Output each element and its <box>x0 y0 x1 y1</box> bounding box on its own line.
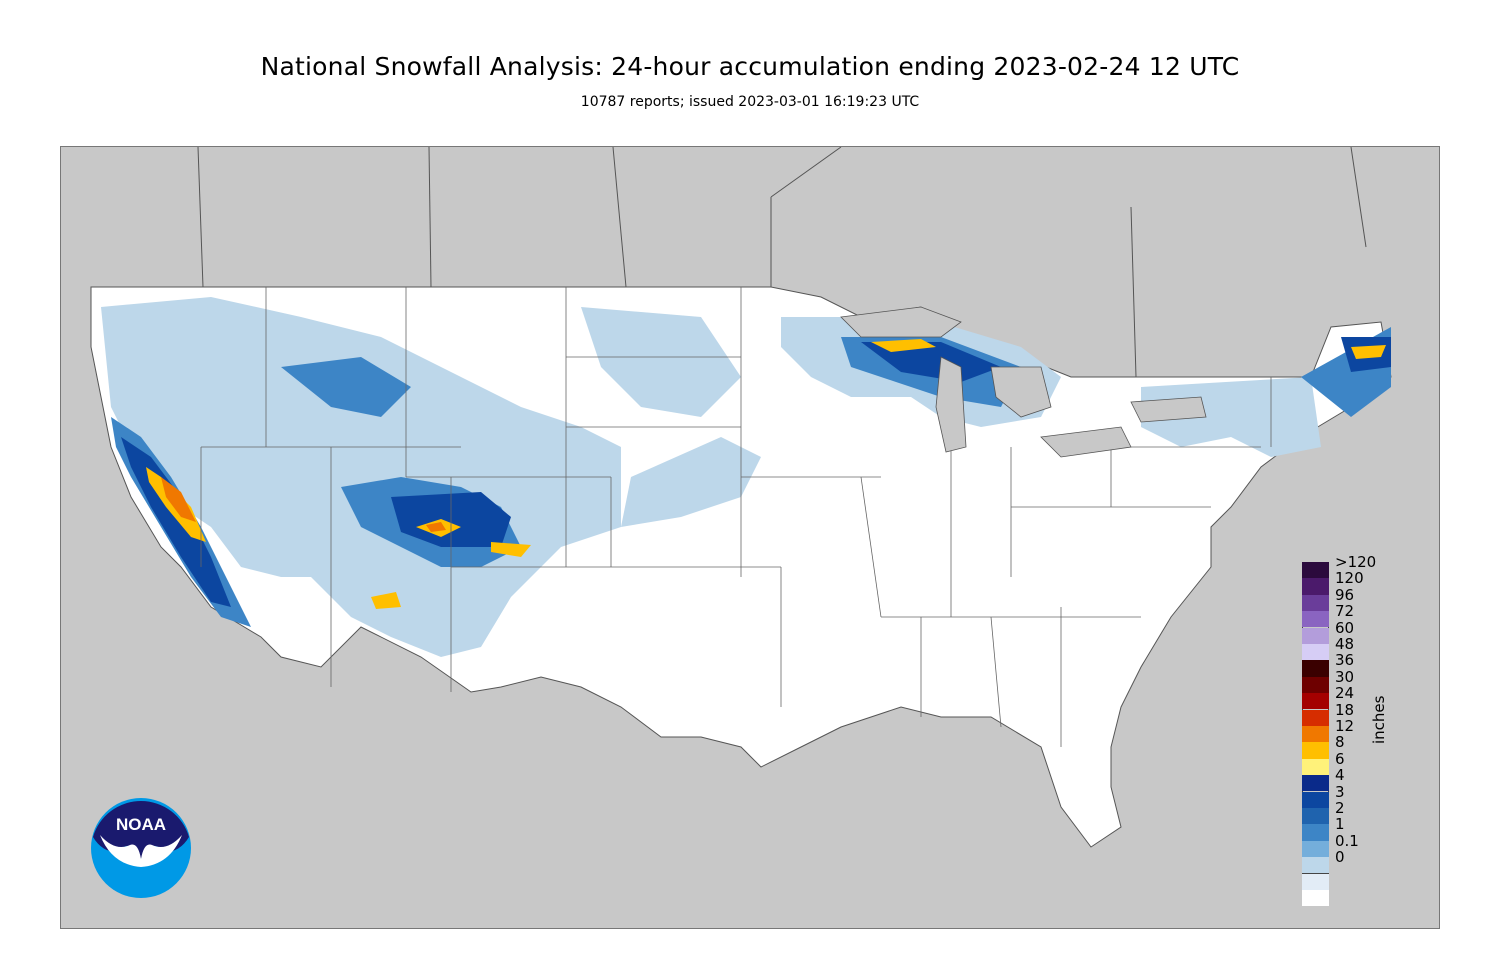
legend-swatch <box>1302 709 1329 726</box>
legend-swatch <box>1302 726 1329 743</box>
great-lakes <box>840 306 1207 458</box>
legend-swatch <box>1302 808 1329 825</box>
legend-swatch <box>1302 611 1329 628</box>
legend-units: inches <box>1370 695 1388 744</box>
legend-swatch <box>1302 562 1329 579</box>
legend-label: 1 <box>1335 815 1345 834</box>
legend-swatch <box>1302 857 1329 874</box>
legend-swatch <box>1302 660 1329 677</box>
legend-swatch <box>1302 824 1329 841</box>
legend-label: 30 <box>1335 667 1355 686</box>
state-borders <box>200 287 1272 747</box>
legend-swatch <box>1302 578 1329 595</box>
legend-swatch <box>1302 775 1329 792</box>
legend-label: 4 <box>1335 766 1345 785</box>
legend-swatch <box>1302 791 1329 808</box>
legend-swatch <box>1302 840 1329 858</box>
legend-label: 0.1 <box>1335 831 1359 850</box>
legend-label: 18 <box>1335 700 1355 719</box>
legend-label: 12 <box>1335 717 1355 735</box>
legend-label: 8 <box>1335 733 1345 752</box>
legend-label: 120 <box>1335 569 1364 588</box>
snowfall-map <box>60 146 1440 929</box>
legend-swatch <box>1302 644 1329 661</box>
legend-label: 96 <box>1335 585 1355 604</box>
legend-swatch <box>1302 627 1329 644</box>
legend-swatch <box>1302 676 1329 694</box>
legend-swatch <box>1302 742 1329 759</box>
country-borders <box>197 147 1367 378</box>
legend-swatch <box>1302 758 1329 776</box>
map-title: National Snowfall Analysis: 24-hour accu… <box>260 52 1240 81</box>
snow-very-heavy-areas <box>161 477 446 532</box>
legend-label: 3 <box>1335 782 1345 801</box>
noaa-logo-icon: NOAA <box>91 798 191 898</box>
pacific-ocean <box>61 387 381 928</box>
legend-label: 2 <box>1335 799 1345 817</box>
legend-swatch <box>1302 594 1329 612</box>
legend-label: 0 <box>1335 848 1345 867</box>
legend-swatch <box>1302 890 1329 907</box>
map-subtitle: 10787 reports; issued 2023-03-01 16:19:2… <box>580 94 920 110</box>
legend-label: 6 <box>1335 749 1345 768</box>
legend-label: >120 <box>1335 553 1377 571</box>
legend-swatch <box>1302 873 1329 890</box>
legend-label: 48 <box>1335 635 1355 653</box>
legend-label: 24 <box>1335 684 1355 703</box>
noaa-logo-text: NOAA <box>116 815 166 834</box>
legend-label: 72 <box>1335 602 1355 621</box>
legend-label: 60 <box>1335 618 1355 637</box>
snowfall-map-graphic <box>61 147 1392 928</box>
legend-label: 36 <box>1335 651 1355 670</box>
legend-swatch <box>1302 693 1329 710</box>
